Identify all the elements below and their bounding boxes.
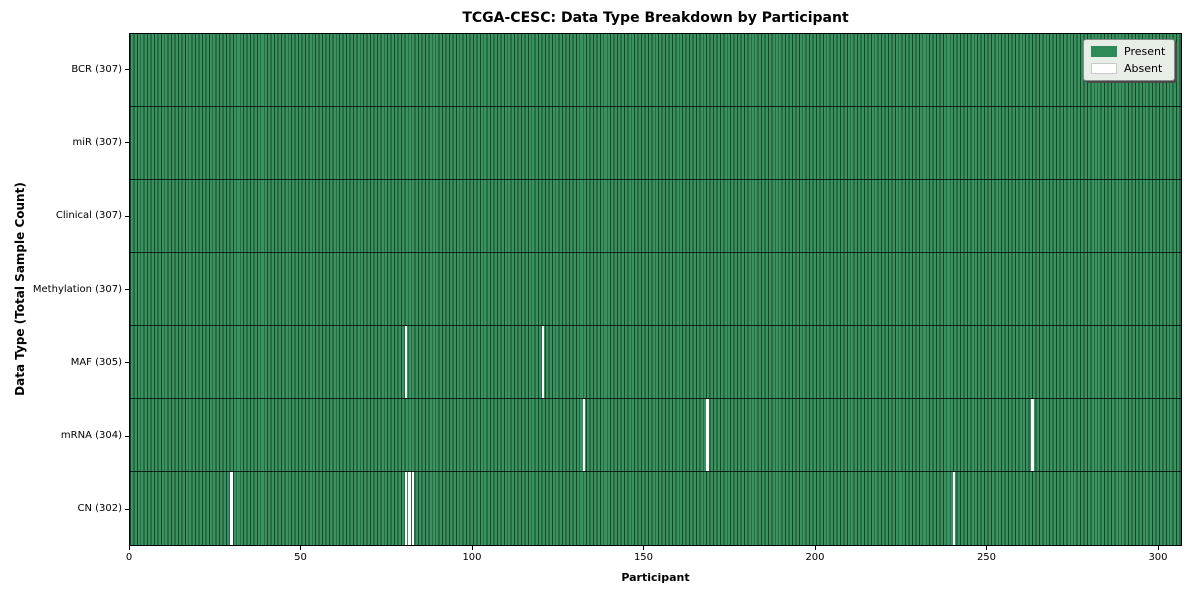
x-tick-label-50: 50	[294, 552, 307, 563]
absent-cell	[230, 471, 233, 545]
legend-label-absent: Absent	[1124, 62, 1163, 75]
x-tick-mark	[986, 546, 988, 550]
y-tick-label-MAF: MAF (305)	[70, 356, 122, 368]
heatmap-row-miR	[130, 106, 1181, 180]
absent-cell	[582, 398, 586, 471]
x-tick-label-250: 250	[976, 552, 997, 563]
x-tick-mark	[471, 546, 473, 550]
absent-cell	[1031, 398, 1034, 471]
heatmap-row-MAF	[130, 325, 1181, 399]
present-swatch-icon	[1091, 46, 1117, 57]
legend-item-present: Present	[1091, 45, 1165, 58]
x-tick-mark	[1157, 546, 1159, 550]
x-axis-label: Participant	[621, 571, 690, 584]
y-tick-label-CN: CN (302)	[77, 503, 122, 515]
absent-cell	[404, 325, 408, 398]
y-tick-mark	[125, 362, 129, 364]
legend-item-absent: Absent	[1091, 62, 1165, 75]
y-tick-label-Clinical: Clinical (307)	[55, 210, 122, 222]
chart-title: TCGA-CESC: Data Type Breakdown by Partic…	[462, 10, 849, 26]
x-tick-label-100: 100	[462, 552, 482, 563]
y-tick-label-miR: miR (307)	[72, 136, 122, 148]
absent-cell	[706, 398, 709, 471]
x-tick-label-200: 200	[805, 552, 825, 563]
legend: Present Absent	[1083, 39, 1176, 81]
heatmap-plot-area	[129, 33, 1182, 546]
x-tick-label-300: 300	[1148, 552, 1168, 563]
absent-cell	[541, 325, 545, 398]
y-tick-label-BCR: BCR (307)	[71, 63, 122, 75]
absent-cell	[408, 471, 411, 545]
heatmap-row-BCR	[130, 34, 1181, 107]
y-tick-mark	[125, 508, 129, 510]
y-tick-mark	[125, 289, 129, 290]
x-tick-label-150: 150	[633, 552, 654, 563]
y-tick-mark	[125, 69, 129, 71]
absent-cell	[404, 471, 408, 545]
heatmap-row-mRNA	[130, 398, 1181, 472]
legend-label-present: Present	[1124, 45, 1166, 58]
y-tick-mark	[125, 142, 129, 144]
y-tick-label-Methylation: Methylation (307)	[32, 283, 122, 295]
absent-swatch-icon	[1091, 63, 1117, 74]
x-tick-mark	[814, 546, 816, 550]
y-tick-label-mRNA: mRNA (304)	[60, 430, 122, 442]
heatmap-row-Methylation	[130, 252, 1181, 326]
absent-cell	[411, 471, 415, 545]
x-tick-mark	[643, 546, 645, 550]
x-tick-mark	[300, 546, 302, 550]
absent-cell	[952, 471, 956, 545]
x-tick-label-0: 0	[125, 552, 133, 563]
y-tick-mark	[125, 435, 129, 437]
x-tick-mark	[129, 546, 130, 550]
heatmap-row-CN	[130, 471, 1181, 545]
heatmap-row-Clinical	[130, 179, 1181, 253]
y-tick-mark	[125, 215, 129, 217]
